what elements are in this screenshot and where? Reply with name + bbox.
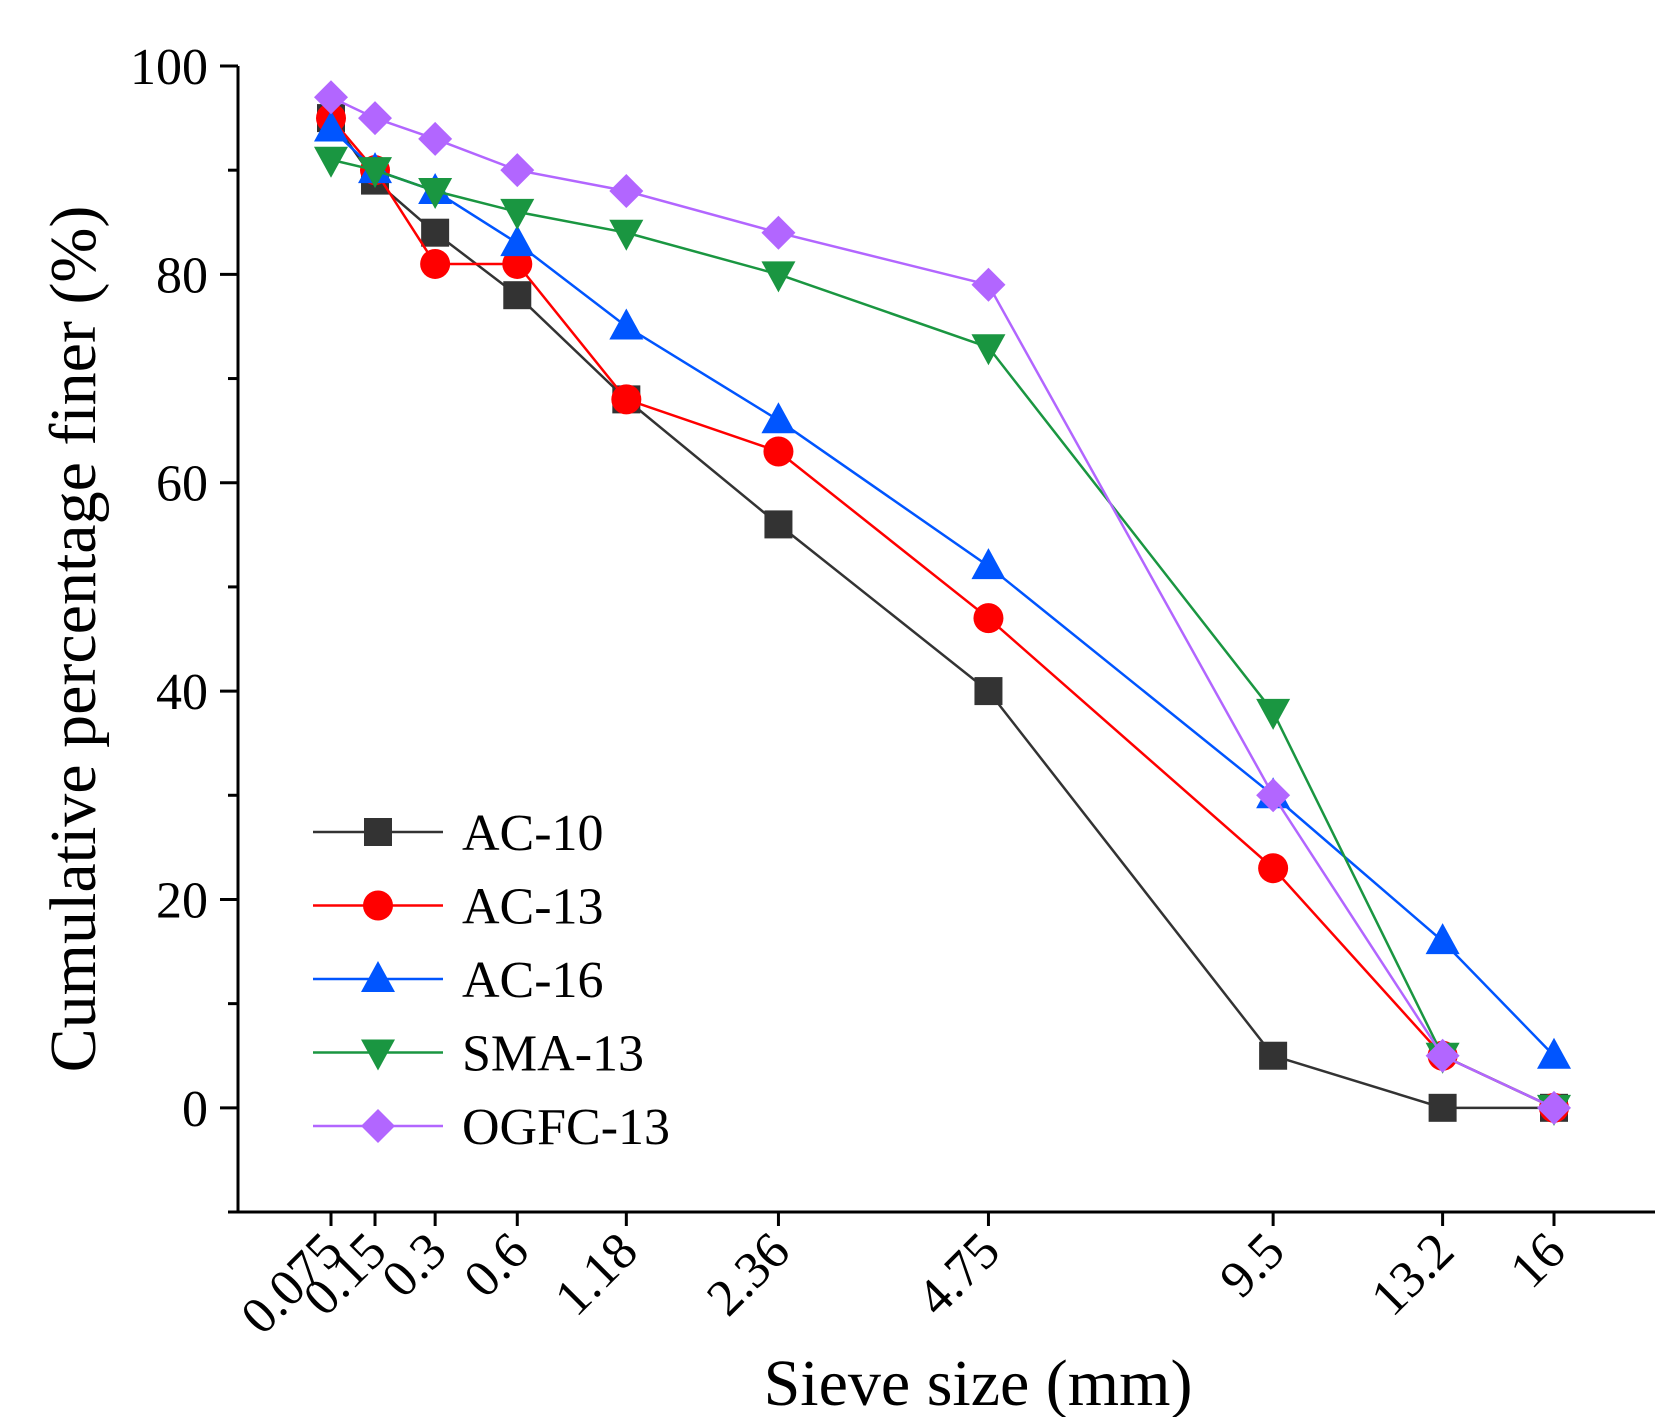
legend-label: AC-16: [462, 952, 604, 1009]
data-point: [503, 281, 532, 310]
series-line: [330, 96, 1555, 1109]
data-point: [764, 510, 793, 539]
x-tick-label: 0.3: [371, 1222, 457, 1308]
data-point: [761, 402, 796, 434]
data-point: [314, 110, 348, 142]
data-point: [974, 677, 1003, 706]
x-tick-label: 13.2: [1360, 1222, 1465, 1327]
series-ogfc-13: [314, 80, 1571, 1125]
x-tick-label: 9.5: [1209, 1222, 1295, 1308]
data-point: [1256, 698, 1291, 730]
data-point: [500, 153, 535, 188]
data-point: [1537, 1037, 1571, 1069]
data-point: [358, 101, 393, 136]
series-line: [330, 117, 1555, 1109]
x-tick-label: 2.36: [696, 1222, 801, 1327]
data-point: [971, 334, 1006, 366]
data-point: [971, 548, 1006, 580]
data-point: [973, 603, 1004, 634]
x-tick-label: 1.18: [544, 1222, 649, 1327]
data-point: [420, 248, 451, 279]
data-point: [500, 198, 535, 230]
legend: AC-10 AC-13 AC-16 SMA-13 OGFC-13: [313, 805, 670, 1156]
y-tick-label: 80: [156, 247, 208, 304]
data-point: [609, 219, 644, 251]
data-point: [1428, 1093, 1457, 1122]
data-point: [1258, 853, 1289, 884]
legend-marker: [361, 1109, 395, 1143]
series-line: [330, 158, 1555, 1109]
legend-marker: [364, 818, 392, 846]
y-axis-ticks: 0 20 40 60 80 100: [130, 39, 238, 1214]
legend-label: AC-13: [462, 879, 604, 936]
legend-marker: [361, 1039, 395, 1071]
data-point: [1259, 1041, 1288, 1070]
y-tick-label: 0: [182, 1081, 208, 1138]
data-point: [611, 384, 642, 415]
x-tick-label: 4.75: [906, 1222, 1011, 1327]
x-axis-title: Sieve size (mm): [764, 1347, 1193, 1417]
y-axis-title: Cumulative percentage finer (%): [37, 206, 110, 1073]
legend-item: AC-16: [313, 952, 604, 1009]
data-point: [1425, 1038, 1460, 1073]
legend-marker: [363, 890, 393, 921]
data-point: [761, 261, 796, 293]
series-layer: [314, 80, 1571, 1126]
data-point: [1256, 778, 1291, 813]
data-point: [1425, 923, 1460, 955]
data-point: [609, 308, 644, 340]
data-point: [314, 146, 348, 178]
x-tick-label: 0.6: [453, 1222, 539, 1308]
data-point: [609, 174, 644, 209]
legend-item: SMA-13: [313, 1026, 644, 1083]
legend-label: SMA-13: [462, 1026, 644, 1083]
legend-label: OGFC-13: [462, 1099, 670, 1156]
data-point: [418, 178, 453, 210]
legend-item: AC-13: [313, 879, 604, 936]
data-point: [763, 436, 794, 467]
legend-item: OGFC-13: [313, 1099, 670, 1156]
data-point: [314, 80, 348, 115]
axes: [236, 66, 1655, 1214]
legend-item: AC-10: [313, 805, 604, 862]
data-point: [358, 157, 393, 189]
x-tick-label: 16: [1499, 1222, 1576, 1299]
data-point: [1537, 1090, 1571, 1125]
data-point: [421, 218, 450, 247]
y-tick-label: 100: [130, 39, 208, 96]
data-point: [418, 121, 453, 156]
data-point: [761, 215, 796, 250]
legend-label: AC-10: [462, 805, 604, 862]
data-point: [971, 267, 1006, 302]
data-point: [502, 248, 533, 279]
legend-marker: [361, 961, 395, 992]
y-tick-label: 20: [156, 872, 208, 929]
series-line: [329, 117, 1554, 1110]
y-tick-label: 60: [156, 456, 208, 513]
data-point: [500, 225, 535, 257]
y-tick-label: 40: [156, 664, 208, 721]
